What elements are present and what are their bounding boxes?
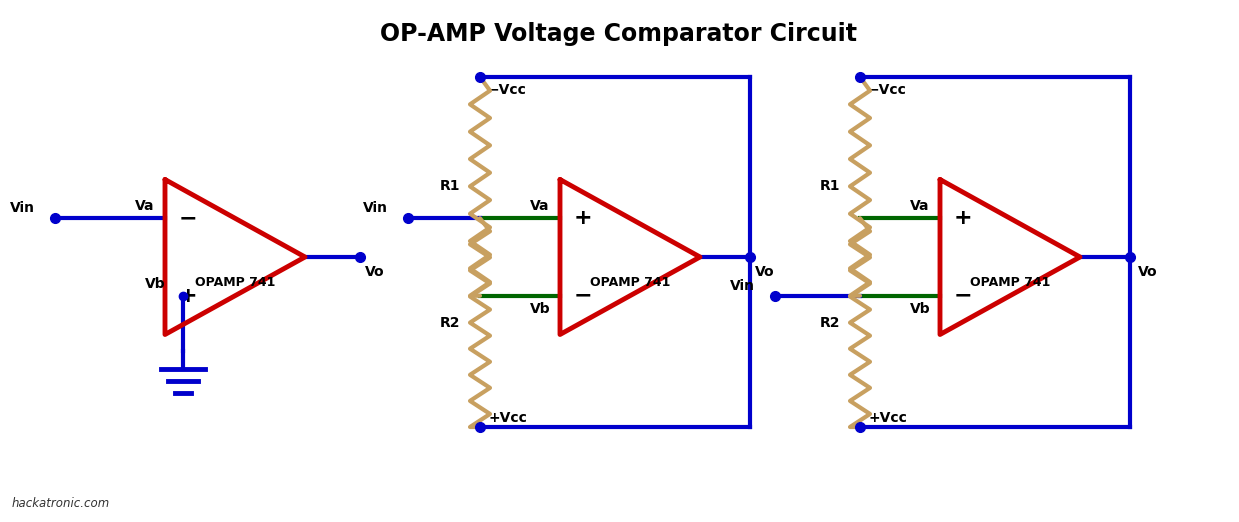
Text: −Vcc: −Vcc — [488, 83, 527, 97]
Text: Va: Va — [909, 199, 929, 213]
Text: Vb: Vb — [909, 302, 930, 316]
Text: R1: R1 — [440, 180, 461, 193]
Text: Vin: Vin — [10, 201, 35, 215]
Text: Vin: Vin — [730, 279, 755, 293]
Text: Vin: Vin — [363, 201, 388, 215]
Text: +: + — [178, 286, 198, 306]
Text: +Vcc: +Vcc — [488, 411, 527, 425]
Text: Va: Va — [135, 199, 155, 213]
Text: +Vcc: +Vcc — [869, 411, 907, 425]
Text: −: − — [574, 286, 592, 306]
Text: OPAMP 741: OPAMP 741 — [970, 276, 1051, 289]
Text: −: − — [178, 208, 198, 228]
Text: Vb: Vb — [145, 277, 166, 291]
Text: R1: R1 — [820, 180, 840, 193]
Text: −Vcc: −Vcc — [869, 83, 907, 97]
Text: Vo: Vo — [366, 265, 384, 279]
Text: R2: R2 — [440, 316, 461, 329]
Text: Vb: Vb — [530, 302, 550, 316]
Text: hackatronic.com: hackatronic.com — [12, 497, 110, 510]
Text: +: + — [574, 208, 592, 228]
Text: Vo: Vo — [755, 265, 774, 279]
Text: −: − — [954, 286, 973, 306]
Text: +: + — [954, 208, 973, 228]
Text: OPAMP 741: OPAMP 741 — [590, 276, 670, 289]
Text: OPAMP 741: OPAMP 741 — [195, 276, 275, 289]
Text: Vo: Vo — [1137, 265, 1157, 279]
Text: R2: R2 — [820, 316, 840, 329]
Text: Va: Va — [530, 199, 550, 213]
Text: OP-AMP Voltage Comparator Circuit: OP-AMP Voltage Comparator Circuit — [380, 22, 857, 46]
